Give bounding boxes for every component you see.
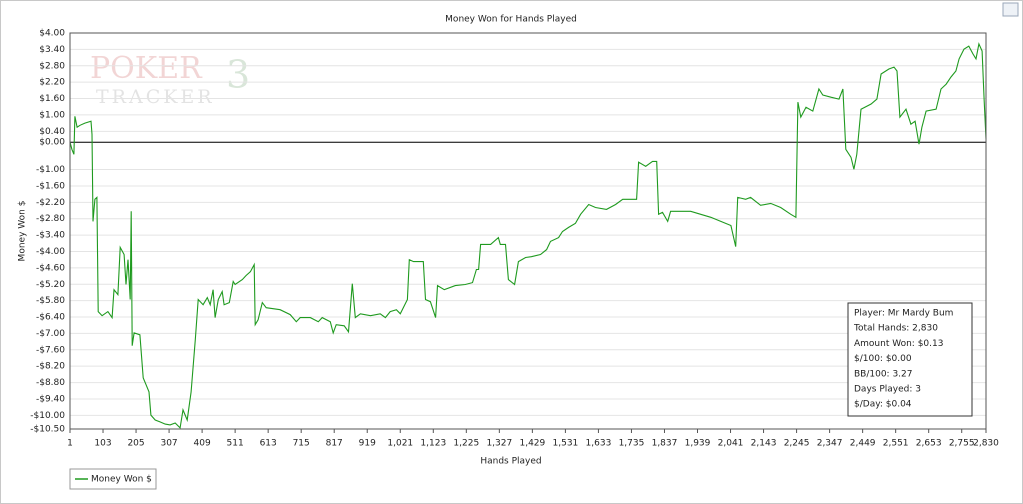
y-tick-label: $4.00 — [39, 29, 65, 39]
y-tick-label: -$7.60 — [36, 345, 65, 355]
x-axis-label: Hands Played — [480, 457, 541, 467]
y-tick-label: -$2.80 — [36, 214, 65, 224]
x-tick-label: 1,429 — [519, 439, 545, 449]
legend-label: Money Won $ — [91, 475, 152, 485]
x-tick-label: 1,633 — [586, 439, 612, 449]
y-tick-label: -$3.40 — [36, 231, 65, 241]
x-tick-label: 2,245 — [784, 439, 810, 449]
x-tick-label: 1,225 — [453, 439, 479, 449]
stats-line: Player: Mr Mardy Bum — [854, 309, 953, 319]
x-tick-label: 2,449 — [850, 439, 876, 449]
x-tick-label: 1,123 — [420, 439, 446, 449]
y-tick-label: $1.00 — [39, 110, 65, 120]
x-tick-label: 103 — [94, 439, 111, 449]
y-tick-label: -$5.20 — [36, 280, 65, 290]
plot-border — [69, 32, 987, 430]
stats-line: Total Hands: 2,830 — [853, 324, 938, 334]
x-tick-label: 613 — [260, 439, 277, 449]
expand-button[interactable] — [1002, 2, 1019, 17]
legend-box — [69, 468, 157, 490]
y-tick-label: $2.20 — [39, 78, 65, 88]
watermark-text: TRACKER — [96, 86, 215, 108]
y-tick-label: -$1.60 — [36, 181, 65, 191]
x-tick-label: 2,041 — [718, 439, 744, 449]
x-tick-label: 2,347 — [817, 439, 843, 449]
stats-line: $/Day: $0.04 — [854, 400, 912, 410]
x-tick-label: 1,735 — [619, 439, 645, 449]
y-tick-label: $3.40 — [39, 45, 65, 55]
watermark-text: 3 — [226, 53, 250, 97]
x-tick-label: 1,327 — [486, 439, 512, 449]
x-tick-label: 919 — [359, 439, 376, 449]
x-tick-label: 1 — [67, 439, 73, 449]
stats-line: BB/100: 3.27 — [854, 369, 913, 379]
y-tick-label: -$4.00 — [36, 247, 65, 257]
y-tick-label: $2.80 — [39, 61, 65, 71]
x-tick-label: 1,021 — [387, 439, 413, 449]
y-tick-label: -$1.00 — [36, 165, 65, 175]
y-tick-label: $1.60 — [39, 94, 65, 104]
chart-title: Money Won for Hands Played — [445, 15, 577, 25]
stats-box — [847, 302, 973, 417]
y-axis-label: Money Won $ — [18, 201, 28, 262]
y-tick-label: -$8.80 — [36, 378, 65, 388]
stats-line: Amount Won: $0.13 — [854, 339, 943, 349]
y-tick-label: -$10.00 — [30, 411, 65, 421]
watermark: POKER TRACKER 3 — [90, 51, 250, 108]
y-tick-label: -$2.20 — [36, 198, 65, 208]
y-tick-label: $0.00 — [39, 138, 65, 148]
x-tick-label: 715 — [293, 439, 310, 449]
x-tick-label: 1,531 — [553, 439, 579, 449]
series-line — [69, 42, 987, 430]
x-tick-label: 2,143 — [751, 439, 777, 449]
stats-line: $/100: $0.00 — [854, 354, 912, 364]
y-tick-label: -$7.00 — [36, 329, 65, 339]
y-tick-label: $0.40 — [39, 127, 65, 137]
stats-line: Days Played: 3 — [854, 385, 921, 395]
x-tick-label: 205 — [127, 439, 144, 449]
x-tick-label: 307 — [160, 439, 177, 449]
x-tick-label: 817 — [326, 439, 343, 449]
y-tick-label: -$4.60 — [36, 263, 65, 273]
x-tick-label: 2,755 — [949, 439, 975, 449]
x-tick-label: 1,939 — [685, 439, 711, 449]
x-tick-label: 1,837 — [652, 439, 678, 449]
x-tick-label: 2,830 — [973, 439, 999, 449]
y-tick-label: -$8.20 — [36, 362, 65, 372]
watermark-text: POKER — [90, 51, 203, 86]
y-tick-label: -$10.50 — [30, 425, 65, 435]
x-tick-label: 409 — [194, 439, 211, 449]
x-tick-label: 2,551 — [883, 439, 909, 449]
x-tick-label: 511 — [227, 439, 244, 449]
y-tick-label: -$9.40 — [36, 394, 65, 404]
y-tick-label: -$5.80 — [36, 296, 65, 306]
y-tick-label: -$6.40 — [36, 313, 65, 323]
x-tick-label: 2,653 — [916, 439, 942, 449]
